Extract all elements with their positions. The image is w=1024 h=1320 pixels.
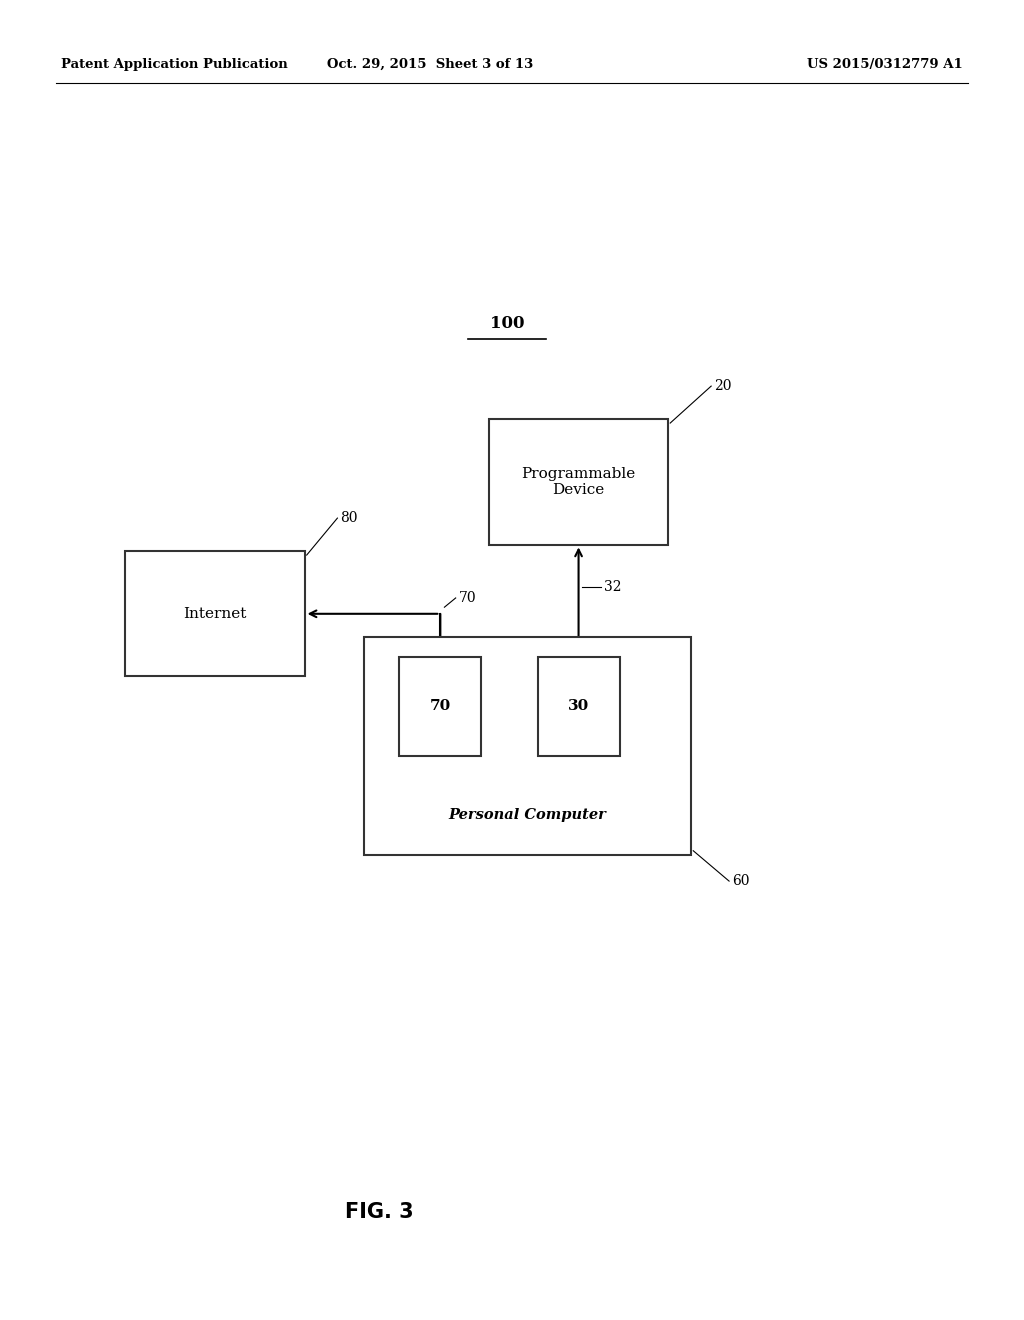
Text: Patent Application Publication: Patent Application Publication (61, 58, 288, 71)
Text: 32: 32 (604, 581, 622, 594)
Text: 30: 30 (568, 700, 589, 713)
Text: US 2015/0312779 A1: US 2015/0312779 A1 (807, 58, 963, 71)
Bar (399, 656, 481, 755)
Text: 20: 20 (715, 379, 732, 393)
Bar (364, 638, 691, 855)
Text: 70: 70 (459, 591, 476, 605)
Text: Oct. 29, 2015  Sheet 3 of 13: Oct. 29, 2015 Sheet 3 of 13 (327, 58, 534, 71)
Text: Programmable
Device: Programmable Device (521, 467, 636, 496)
Text: 60: 60 (732, 874, 750, 888)
Bar (125, 552, 305, 676)
Bar (488, 420, 668, 544)
Text: 70: 70 (430, 700, 451, 713)
Bar (538, 656, 620, 755)
Text: Internet: Internet (183, 607, 247, 620)
Text: 100: 100 (489, 315, 524, 331)
Text: Personal Computer: Personal Computer (449, 808, 606, 822)
Text: FIG. 3: FIG. 3 (344, 1201, 414, 1222)
Text: 80: 80 (340, 511, 358, 525)
